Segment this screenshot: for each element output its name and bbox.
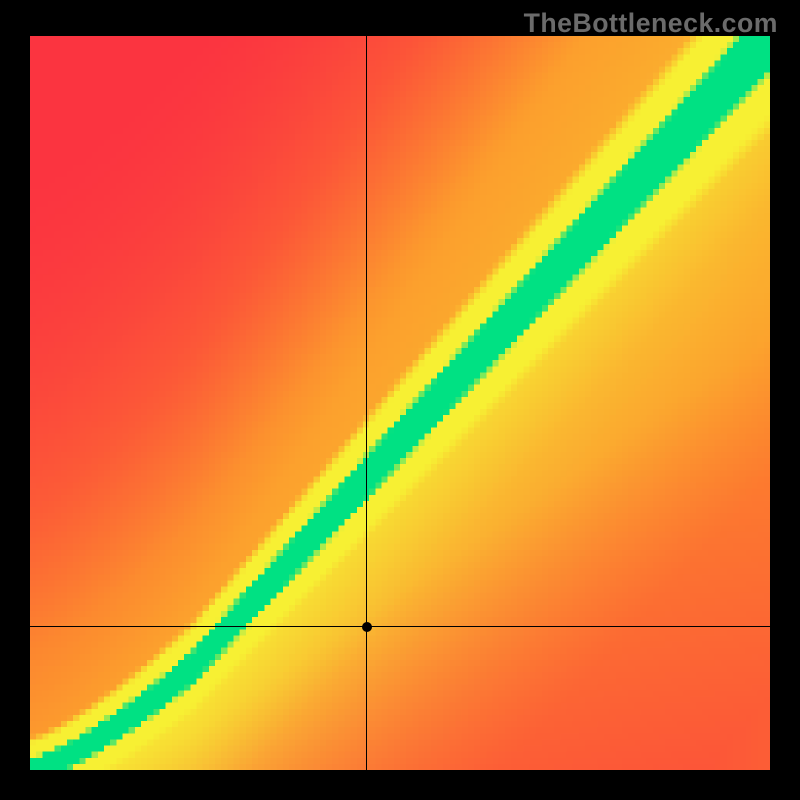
crosshair-vertical (366, 36, 367, 770)
watermark-text: TheBottleneck.com (524, 8, 778, 39)
crosshair-horizontal (30, 626, 770, 627)
heatmap-plot-area (30, 36, 770, 770)
crosshair-marker (362, 622, 372, 632)
chart-container: TheBottleneck.com (0, 0, 800, 800)
heatmap-canvas (30, 36, 770, 770)
